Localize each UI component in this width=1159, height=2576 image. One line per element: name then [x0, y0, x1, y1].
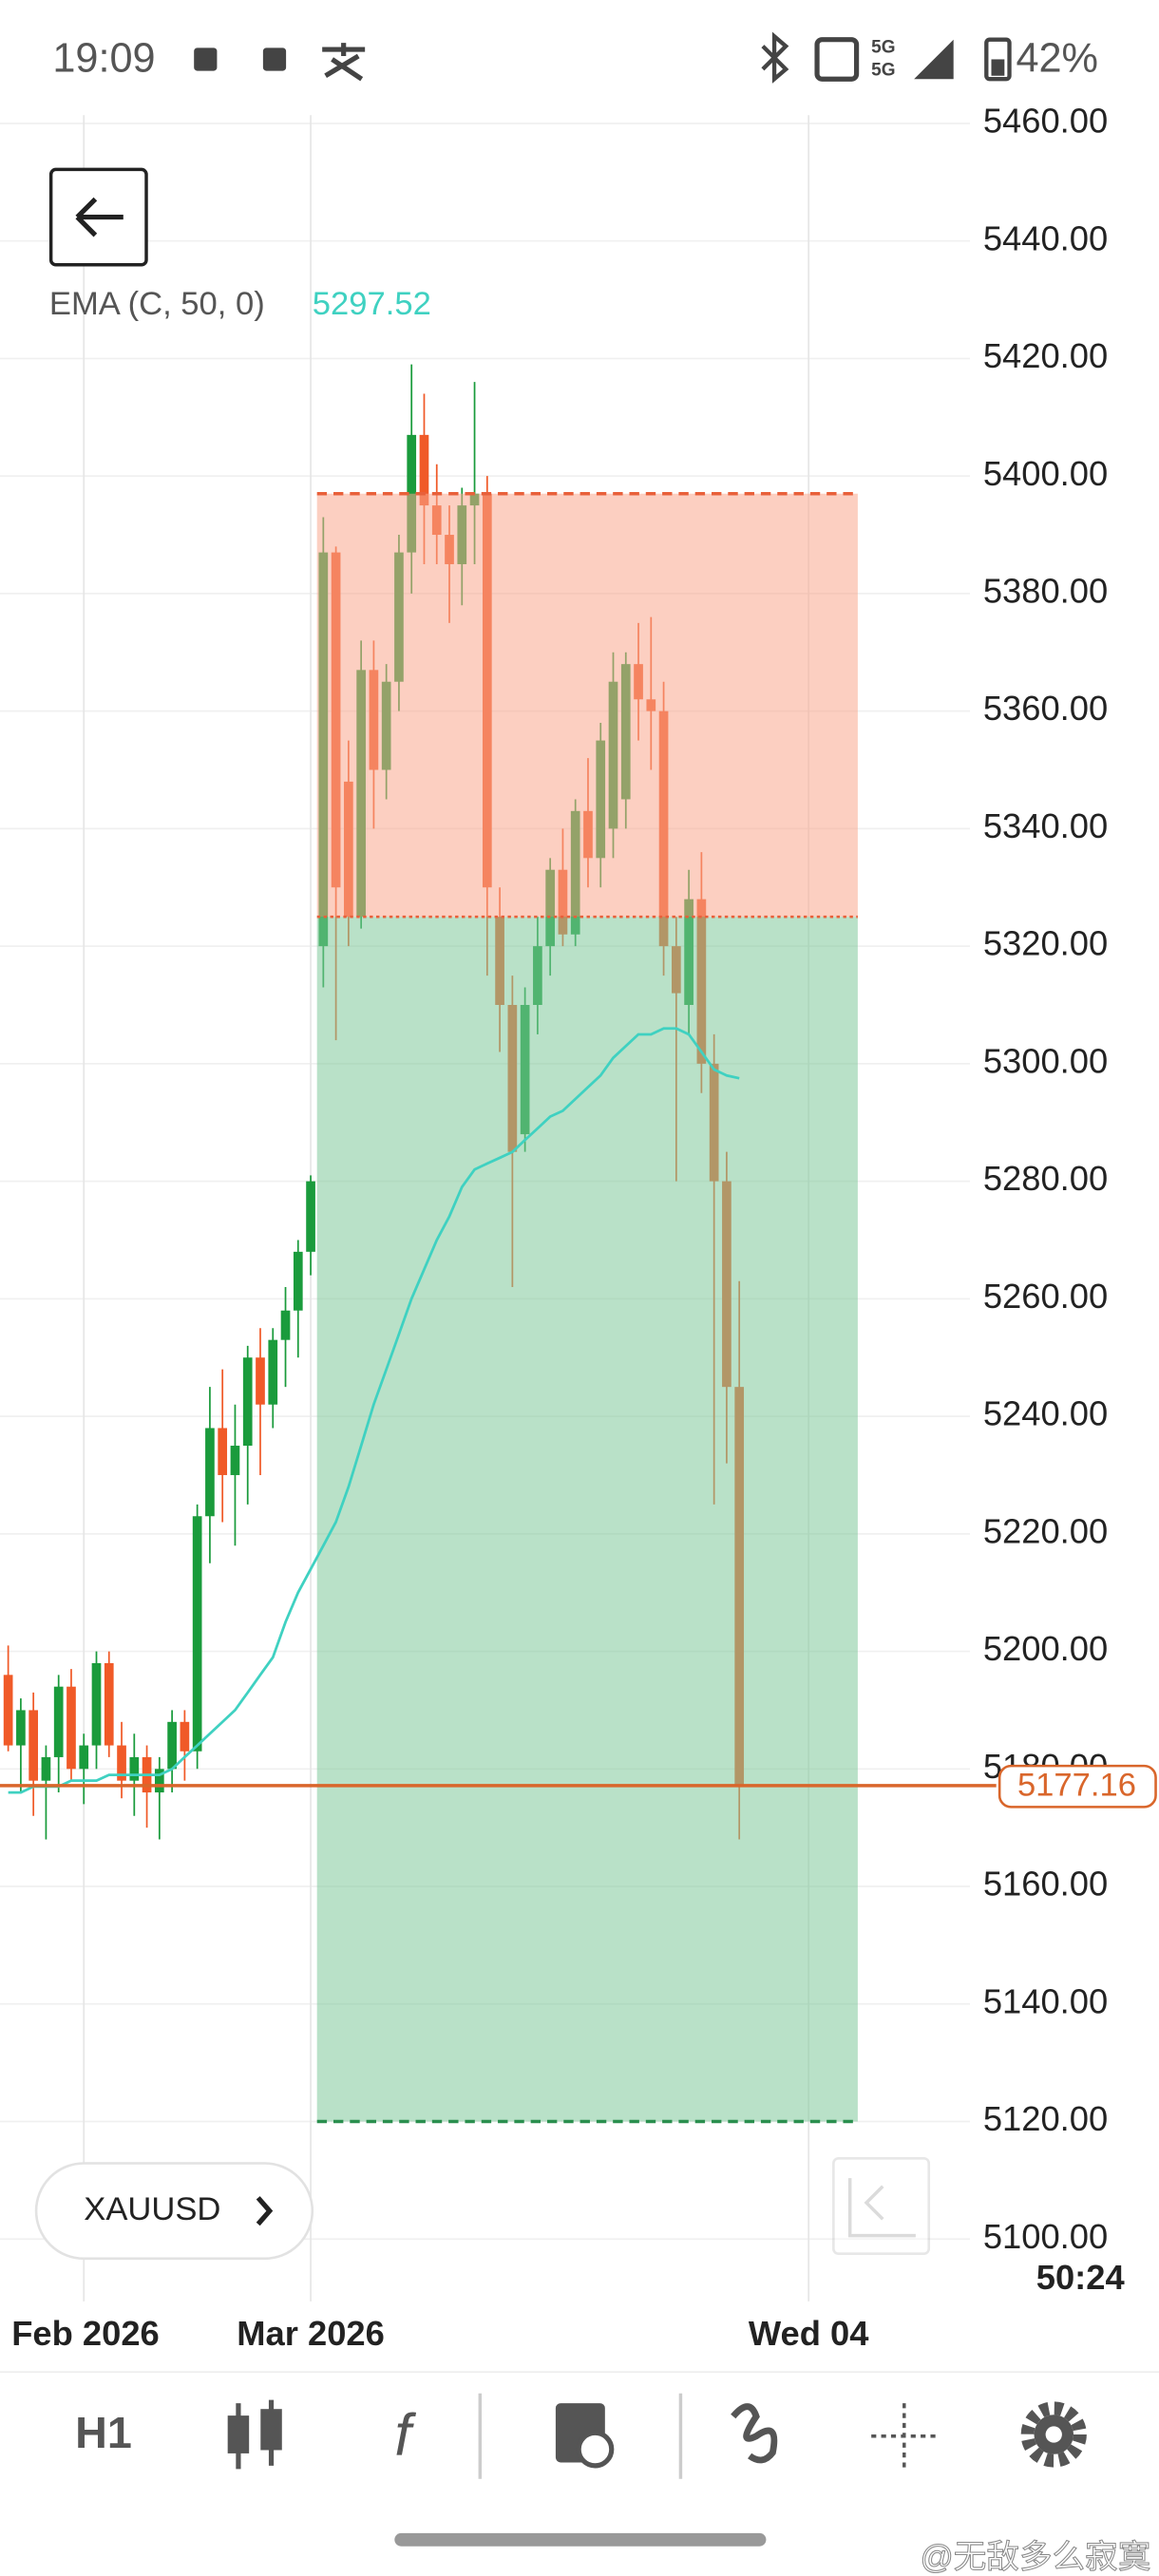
- candle-body: [66, 1686, 76, 1770]
- candle-body: [192, 1516, 202, 1752]
- bluetooth-icon: [761, 31, 789, 84]
- candle-body: [167, 1721, 177, 1770]
- candle-body: [242, 1357, 253, 1447]
- signal-icon: [914, 39, 954, 80]
- indicators-button[interactable]: f: [394, 2403, 416, 2469]
- y-tick-label: 5300.00: [983, 1041, 1108, 1080]
- timeframe-button[interactable]: H1: [75, 2408, 132, 2457]
- status-icon: [262, 47, 287, 71]
- y-tick-label: 5240.00: [983, 1394, 1108, 1433]
- x-tick-label: Feb 2026: [11, 2314, 160, 2353]
- candle-body: [407, 434, 417, 553]
- countdown: 50:24: [1036, 2258, 1126, 2297]
- home-indicator: [394, 2532, 767, 2547]
- y-tick-label: 5420.00: [983, 336, 1108, 375]
- y-tick-label: 5120.00: [983, 2099, 1108, 2138]
- y-tick-label: 5100.00: [983, 2217, 1108, 2256]
- crosshair-button[interactable]: [871, 2403, 938, 2470]
- candle-body: [306, 1181, 315, 1252]
- candle-body: [91, 1662, 102, 1746]
- candle-body: [419, 434, 429, 506]
- y-tick-label: 5260.00: [983, 1277, 1108, 1316]
- scroll-to-latest[interactable]: [832, 2157, 931, 2255]
- icon-stroke: [227, 2415, 250, 2453]
- sim-icon: [814, 37, 860, 82]
- clipboard-plus: [576, 2430, 615, 2469]
- indicator-value: 5297.52: [313, 286, 431, 322]
- y-tick-label: 5460.00: [983, 102, 1108, 141]
- candle-body: [117, 1745, 126, 1781]
- candle-body: [3, 1675, 13, 1746]
- y-tick-label: 5360.00: [983, 689, 1108, 728]
- network-label: 5G: [871, 37, 895, 57]
- candle-body: [41, 1756, 51, 1781]
- x-tick-label: Wed 04: [749, 2314, 869, 2353]
- back-button[interactable]: [48, 167, 148, 267]
- watermark: @无敌多么寂寞: [921, 2540, 1151, 2576]
- scroll-button-frame[interactable]: [832, 2157, 931, 2255]
- y-tick-label: 5200.00: [983, 1629, 1108, 1668]
- status-icon: [322, 43, 366, 82]
- y-tick-label: 5400.00: [983, 454, 1108, 493]
- chart: 5100.005120.005140.005160.005180.005200.…: [0, 102, 1157, 2353]
- candle-body: [280, 1310, 291, 1340]
- symbol-button-frame[interactable]: [34, 2162, 314, 2261]
- settings-button[interactable]: [1020, 2401, 1087, 2468]
- gear-hole: [1045, 2426, 1062, 2443]
- candle-body: [104, 1662, 114, 1746]
- ema-line: [8, 1027, 740, 1794]
- status-time: 19:09: [52, 36, 155, 82]
- y-tick-label: 5160.00: [983, 1865, 1108, 1904]
- y-tick-label: 5220.00: [983, 1511, 1108, 1550]
- drawing-button[interactable]: [731, 2403, 778, 2464]
- candle-body: [79, 1745, 89, 1770]
- scroll-icon: [847, 2178, 916, 2238]
- candle-body: [218, 1428, 228, 1475]
- y-tick-label: 5340.00: [983, 806, 1108, 845]
- network-label: 5G: [871, 61, 895, 81]
- y-tick-label: 5440.00: [983, 218, 1108, 257]
- candle-body: [205, 1428, 215, 1517]
- candle-body: [53, 1686, 64, 1757]
- stop-zone: [316, 493, 858, 918]
- symbol-label: XAUUSD: [84, 2191, 220, 2227]
- y-tick-label: 5280.00: [983, 1159, 1108, 1198]
- candle-body: [268, 1339, 278, 1405]
- target-zone: [316, 917, 858, 2122]
- battery-icon: [984, 37, 1012, 82]
- chevron: [256, 2196, 274, 2226]
- candle-body: [293, 1251, 303, 1311]
- candle-body: [230, 1446, 240, 1475]
- candle-body: [256, 1357, 265, 1405]
- symbol-button[interactable]: XAUUSD: [34, 2162, 314, 2261]
- price-label-box: [998, 1764, 1157, 1809]
- y-tick-label: 5380.00: [983, 572, 1108, 611]
- candle-body: [129, 1756, 140, 1781]
- y-tick-label: 5140.00: [983, 1981, 1108, 2020]
- candle-body: [16, 1710, 26, 1746]
- candle-body: [180, 1721, 190, 1752]
- gear-teeth: [1020, 2401, 1087, 2468]
- battery-label: 42%: [1016, 36, 1098, 82]
- price-label: 5177.16: [1017, 1768, 1136, 1804]
- status-icon: [194, 47, 218, 71]
- y-tick-label: 5320.00: [983, 924, 1108, 963]
- back-arrow: [75, 197, 124, 237]
- candle-body: [154, 1769, 164, 1793]
- x-tick-label: Mar 2026: [237, 2314, 385, 2353]
- indicator-label: EMA (C, 50, 0): [49, 286, 265, 322]
- chart-type-button[interactable]: [227, 2399, 282, 2470]
- status-icons: [194, 31, 1012, 84]
- candle-body: [28, 1710, 39, 1781]
- orders-button[interactable]: [555, 2403, 615, 2469]
- icon-stroke: [260, 2409, 282, 2451]
- battery-level: [991, 59, 1005, 76]
